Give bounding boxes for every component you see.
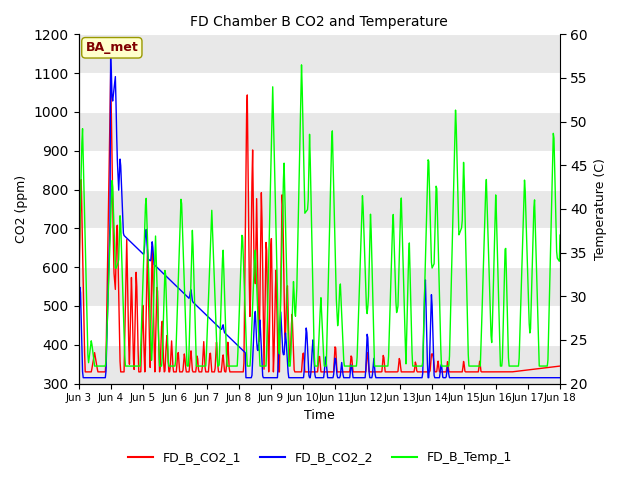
Y-axis label: CO2 (ppm): CO2 (ppm) <box>15 175 28 243</box>
Bar <box>79 151 560 190</box>
Bar <box>79 306 560 345</box>
Text: BA_met: BA_met <box>86 41 138 54</box>
Bar <box>79 73 560 112</box>
Bar <box>79 228 560 267</box>
X-axis label: Time: Time <box>304 409 335 422</box>
Y-axis label: Temperature (C): Temperature (C) <box>593 158 607 260</box>
Title: FD Chamber B CO2 and Temperature: FD Chamber B CO2 and Temperature <box>190 15 448 29</box>
Legend: FD_B_CO2_1, FD_B_CO2_2, FD_B_Temp_1: FD_B_CO2_1, FD_B_CO2_2, FD_B_Temp_1 <box>123 446 517 469</box>
